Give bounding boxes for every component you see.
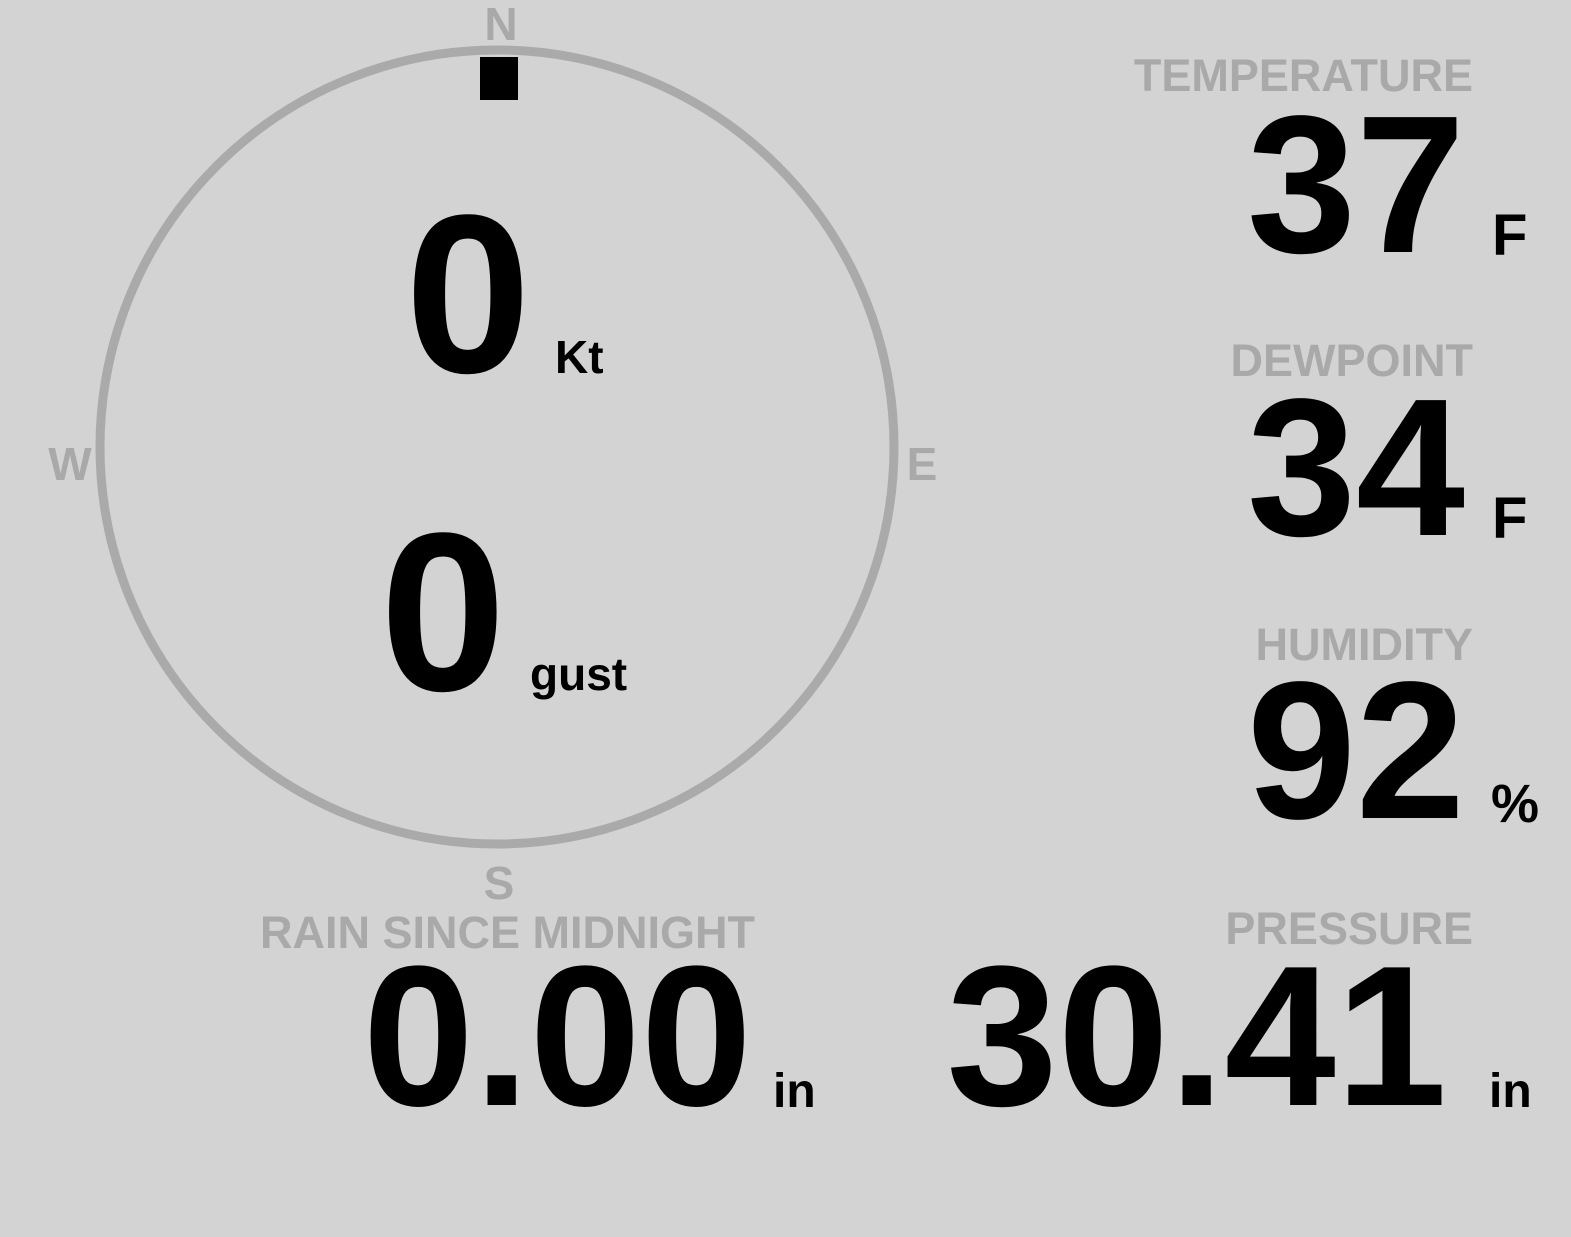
humidity-panel: HUMIDITY 92 % <box>1247 619 1539 860</box>
wind-direction-marker <box>480 57 518 100</box>
pressure-panel: PRESSURE 30.41 in <box>947 903 1532 1148</box>
humidity-value: 92 <box>1247 641 1465 860</box>
pressure-label: PRESSURE <box>1225 903 1473 954</box>
humidity-label: HUMIDITY <box>1256 619 1474 670</box>
pressure-value: 30.41 <box>947 925 1448 1148</box>
temperature-unit: F <box>1492 203 1527 268</box>
rain-unit: in <box>773 1065 816 1118</box>
wind-compass: N E S W 0 Kt 0 gust <box>48 0 937 909</box>
compass-south: S <box>484 857 515 909</box>
compass-ring <box>95 45 899 849</box>
temperature-value: 37 <box>1247 75 1465 294</box>
humidity-unit: % <box>1491 774 1539 834</box>
dewpoint-value: 34 <box>1247 358 1465 577</box>
dewpoint-unit: F <box>1492 486 1527 551</box>
temperature-panel: TEMPERATURE 37 F <box>1134 50 1528 294</box>
rain-panel: RAIN SINCE MIDNIGHT 0.00 in <box>260 907 816 1148</box>
wind-speed-unit: Kt <box>555 331 604 383</box>
temperature-label: TEMPERATURE <box>1134 50 1473 101</box>
compass-north: N <box>484 0 517 50</box>
pressure-unit: in <box>1489 1065 1532 1118</box>
rain-value: 0.00 <box>363 925 752 1148</box>
dewpoint-label: DEWPOINT <box>1231 335 1474 386</box>
wind-speed-value: 0 <box>405 167 531 420</box>
compass-west: W <box>48 438 92 490</box>
rain-label: RAIN SINCE MIDNIGHT <box>260 907 755 958</box>
wind-gust-value: 0 <box>380 485 506 738</box>
compass-east: E <box>907 438 938 490</box>
dewpoint-panel: DEWPOINT 34 F <box>1231 335 1528 577</box>
wind-gust-label: gust <box>530 648 627 700</box>
